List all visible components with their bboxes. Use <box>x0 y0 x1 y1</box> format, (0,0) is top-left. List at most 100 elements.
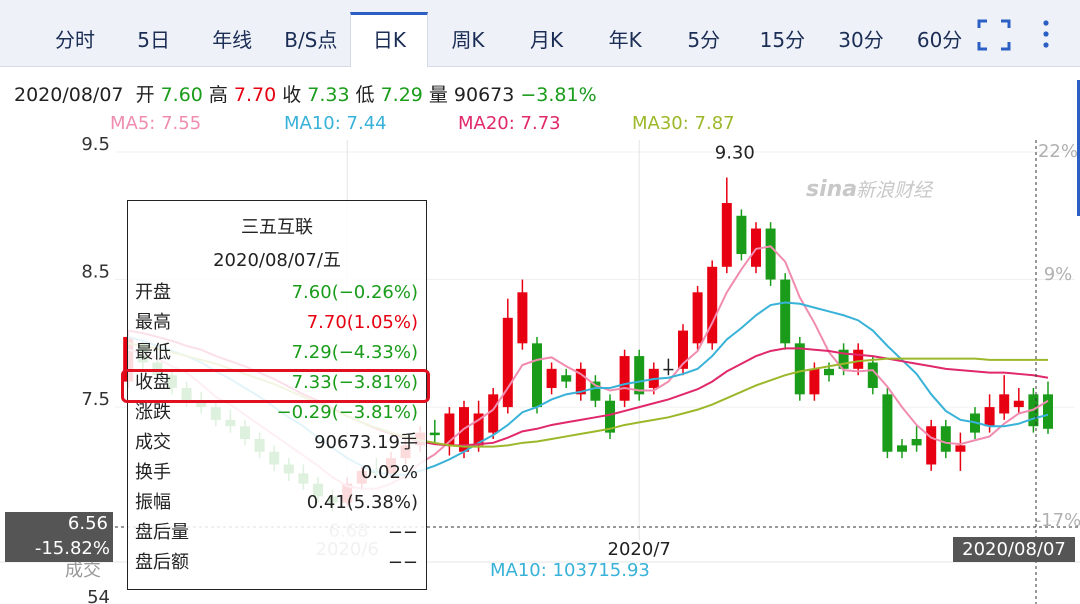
volume-axis-label: 54 <box>87 587 110 604</box>
high-label: 9.30 <box>715 143 755 164</box>
y-tick-label: 7.5 <box>81 389 110 410</box>
tooltip-name: 盘后量 <box>135 522 189 543</box>
candle-body <box>473 413 484 446</box>
candle-body <box>517 292 528 344</box>
tooltip-name: 最高 <box>135 312 171 333</box>
tab-icons <box>977 19 1049 51</box>
menu-dot[interactable] <box>1043 31 1049 37</box>
candle-body <box>955 445 966 452</box>
candle-body <box>707 266 718 344</box>
candle-body <box>561 375 572 382</box>
candle-body <box>605 400 615 433</box>
legend-entry: MA30: 7.87 <box>632 113 735 134</box>
tooltip-name: 盘后额 <box>135 552 189 573</box>
candle-body <box>853 349 864 369</box>
candle-body <box>926 426 937 465</box>
tooltip-value: 0.02% <box>360 462 418 483</box>
quote-name: 量 <box>428 84 448 106</box>
tab[interactable]: 60分 <box>916 28 963 52</box>
candle-body <box>1043 394 1053 429</box>
y2-tick-label: -17% <box>1035 510 1080 531</box>
tab[interactable]: 分时 <box>55 28 95 52</box>
crosshair-y2-label: -15.82% <box>35 538 110 559</box>
tab[interactable]: 月K <box>530 28 564 52</box>
tooltip-row: 盘后额 −− <box>135 548 418 578</box>
tooltip-row: 收盘 7.33(−3.81%) <box>121 368 430 403</box>
candle-body <box>736 215 747 255</box>
tooltip-name: 成交 <box>135 432 171 453</box>
quote-value: 7.70 <box>233 84 277 106</box>
quote-name: 收 <box>282 84 302 106</box>
menu-dot[interactable] <box>1043 42 1049 48</box>
tab[interactable]: 30分 <box>838 28 884 52</box>
candle-body <box>999 394 1010 414</box>
candle-body <box>940 426 951 452</box>
menu-dot[interactable] <box>1043 20 1049 26</box>
tab[interactable]: 年线 <box>212 28 253 52</box>
tab[interactable]: 年K <box>608 28 642 52</box>
candle-body <box>765 228 776 280</box>
fullscreen-icon[interactable] <box>977 19 1011 51</box>
quote-bar: 2020/08/07 开 7.60 高 7.70 收 7.33 低 7.29 量 90673 −3.… <box>14 80 603 107</box>
tooltip-row: 涨跌 −0.29(−3.81%) <box>135 398 418 428</box>
quote-date: 2020/08/07 <box>14 84 124 106</box>
candle-body <box>634 356 645 395</box>
candle-body <box>692 292 703 344</box>
tab[interactable]: 15分 <box>759 28 806 52</box>
tooltip-value: 0.41(5.38%) <box>306 492 418 513</box>
candle-body <box>809 368 820 395</box>
candle-body <box>488 394 499 433</box>
tooltip-name: 收盘 <box>135 372 171 393</box>
watermark-text: 新浪财经 <box>856 180 934 202</box>
candle-body <box>897 445 907 452</box>
quote-value: 7.33 <box>307 84 350 106</box>
candle-body <box>867 362 878 388</box>
tooltip-row: 最低 7.29(−4.33%) <box>135 338 418 368</box>
candle-body <box>663 368 674 371</box>
quote-name: 低 <box>355 84 375 106</box>
candle-body <box>575 368 586 395</box>
candle-body <box>984 407 995 427</box>
legend-entry: MA20: 7.73 <box>458 113 561 134</box>
tooltip-name: 振幅 <box>135 492 171 513</box>
tooltip-row: 最高 7.70(1.05%) <box>135 308 418 338</box>
tooltip-value: −− <box>387 522 418 543</box>
quote-name: 开 <box>135 84 155 106</box>
candle-body <box>590 381 601 401</box>
volume-label: 成交 <box>65 560 101 581</box>
tooltip: 三五互联 2020/08/07/五 开盘 7.60(−0.26%) 最高 7.70(1… <box>121 200 430 590</box>
tab[interactable]: 5日 <box>137 28 170 52</box>
tooltip-value: 7.60(−0.26%) <box>291 282 418 303</box>
y-tick-label: 8.5 <box>81 262 110 283</box>
candle-body <box>721 203 732 267</box>
candle-body <box>882 394 893 452</box>
quote-value: 7.29 <box>380 84 423 106</box>
tab[interactable]: 5分 <box>687 28 721 52</box>
tooltip-row: 换手 0.02% <box>135 458 418 488</box>
tooltip-row: 盘后量 −− <box>135 518 418 548</box>
tab[interactable]: B/S点 <box>284 28 338 52</box>
tooltip-value: −− <box>387 552 418 573</box>
tooltip-row: 振幅 0.41(5.38%) <box>135 488 418 518</box>
tooltip-value: 90673.19手 <box>314 432 418 453</box>
quote-value: 7.60 <box>160 84 203 106</box>
y2-tick-label: 9% <box>1044 264 1073 285</box>
crosshair-x-box <box>953 537 1075 562</box>
tab[interactable]: 周K <box>451 28 485 52</box>
legend-entry: MA5: 7.55 <box>110 113 201 134</box>
candle-body <box>429 432 440 436</box>
crosshair-x-label: 2020/08/07 <box>962 539 1066 560</box>
tooltip-title: 三五互联 <box>241 217 313 238</box>
x-tick-label: 2020/7 <box>608 539 671 560</box>
tab[interactable]: 日K <box>350 12 429 67</box>
candle-body <box>824 368 834 376</box>
legend-entry: MA10: 7.44 <box>284 113 387 134</box>
row-highlight <box>121 369 430 403</box>
candle-body <box>678 330 688 369</box>
tooltip-row: 成交 90673.19手 <box>135 428 418 458</box>
crosshair-y-box <box>5 512 113 562</box>
tooltip-value: 7.33(−3.81%) <box>291 372 418 393</box>
quote-name: 高 <box>208 84 228 106</box>
volume-ma10: MA10: 103715.93 <box>490 560 650 581</box>
